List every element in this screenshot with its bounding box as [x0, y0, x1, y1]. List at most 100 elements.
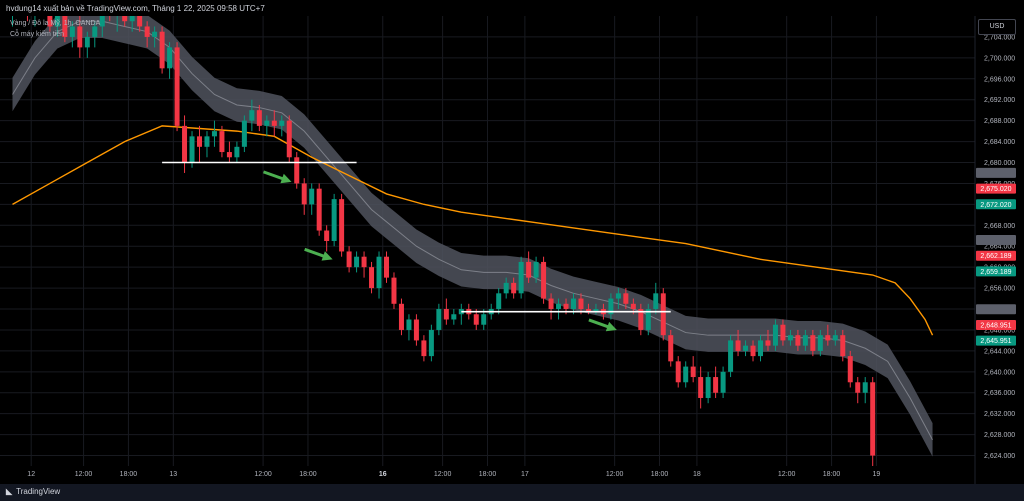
candle-body — [630, 303, 636, 310]
x-tick-label: 17 — [521, 471, 529, 478]
candle-body — [765, 340, 771, 346]
candle-body — [847, 356, 853, 383]
candle-body — [137, 16, 143, 27]
candle-body — [443, 309, 449, 320]
candle-body — [735, 340, 741, 351]
candle-body — [787, 335, 793, 341]
y-tick-label: 2,696.000 — [984, 76, 1015, 83]
candle-body — [451, 314, 457, 320]
candle-body — [563, 303, 569, 310]
candle-body — [346, 251, 352, 268]
price-label-text: 2,675.020 — [980, 186, 1011, 193]
x-tick-label: 12:00 — [254, 471, 272, 478]
candle-body — [758, 340, 763, 357]
tradingview-logo-icon: ◣ — [6, 487, 13, 496]
price-label-box — [976, 183, 1016, 194]
x-tick-label: 12:00 — [778, 471, 796, 478]
candle-body — [750, 345, 756, 357]
candle-body — [152, 31, 158, 37]
candle-body — [675, 361, 681, 383]
candle-body — [855, 382, 861, 393]
price-label-box — [976, 266, 1016, 277]
candle-body — [541, 261, 547, 299]
candle-body — [384, 256, 389, 278]
signal-arrow-shaft — [304, 247, 327, 259]
candle-body — [608, 298, 614, 315]
currency-button[interactable]: USD — [978, 19, 1016, 35]
candle-body — [129, 16, 135, 22]
candle-body — [122, 16, 128, 22]
x-tick-label: 12:00 — [434, 471, 452, 478]
candle-body — [705, 377, 711, 398]
candle-body — [406, 319, 412, 330]
candle-body — [518, 261, 524, 294]
candle-body — [743, 345, 749, 351]
candle-body — [361, 256, 367, 268]
candle-body — [354, 256, 360, 268]
y-tick-label: 2,624.000 — [984, 453, 1015, 460]
y-tick-label: 2,640.000 — [984, 369, 1015, 376]
x-tick-label: 18:00 — [479, 471, 497, 478]
signal-arrow-head — [605, 321, 617, 332]
candle-body — [309, 188, 315, 205]
symbol-legend: Vàng / Đô la Mỹ, 1h, OANDA — [10, 20, 101, 27]
candle-body — [279, 120, 285, 126]
candle-body — [226, 152, 232, 158]
x-tick-label: 12 — [27, 471, 35, 478]
candle-body — [174, 47, 180, 126]
candle-body — [211, 131, 217, 137]
y-tick-label: 2,628.000 — [984, 432, 1015, 439]
candle-body — [593, 309, 599, 312]
candle-body — [795, 335, 801, 346]
candle-body — [271, 120, 277, 126]
candle-body — [339, 199, 345, 252]
candle-body — [92, 26, 98, 37]
signal-arrow-shaft — [262, 170, 286, 181]
candle-body — [481, 314, 487, 325]
footer-bar: ◣ TradingView — [0, 484, 1024, 501]
price-label-text: 2,659.189 — [980, 269, 1011, 276]
candle-body — [436, 309, 442, 330]
candle-body — [832, 335, 838, 341]
signal-arrow-shaft — [588, 318, 611, 329]
x-tick-label: 18:00 — [299, 471, 317, 478]
candle-body — [84, 36, 90, 48]
price-label-text: 2,672.020 — [980, 202, 1011, 209]
band-fill — [12, 16, 933, 457]
y-tick-label: 2,680.000 — [984, 160, 1015, 167]
candle-body — [645, 309, 651, 330]
candle-body — [324, 230, 330, 241]
candle-body — [234, 146, 240, 158]
tradingview-brand[interactable]: ◣ TradingView — [6, 487, 60, 496]
signal-arrow-head — [280, 173, 292, 184]
price-chart[interactable]: 2,704.000 2,700.000 2,696.000 2,692.000 2,68… — [0, 0, 1024, 484]
candle-body — [144, 26, 150, 37]
price-label-box — [976, 167, 1016, 178]
candle-body — [585, 309, 591, 312]
y-tick-label: 2,684.000 — [984, 139, 1015, 146]
candle-body — [526, 261, 532, 278]
candle-body — [301, 183, 307, 205]
x-tick-label: 13 — [169, 471, 177, 478]
candle-body — [204, 136, 210, 147]
candle-body — [99, 16, 105, 27]
candle-body — [578, 298, 584, 310]
candle-body — [496, 293, 502, 310]
y-tick-label: 2,636.000 — [984, 390, 1015, 397]
candle-body — [167, 47, 173, 69]
price-label-box — [976, 335, 1016, 346]
x-tick-label: 16 — [379, 471, 387, 478]
y-tick-label: 2,688.000 — [984, 118, 1015, 125]
candle-body — [264, 120, 270, 126]
candle-body — [810, 335, 816, 351]
candle-body — [840, 335, 846, 357]
candle-body — [219, 131, 225, 153]
indicator-legend: Cỗ máy kiếm tiền — [10, 31, 65, 38]
candle-body — [728, 340, 734, 372]
candle-body — [713, 377, 719, 393]
candle-body — [772, 324, 778, 346]
price-label-text: 2,645.951 — [980, 338, 1011, 345]
candle-body — [720, 371, 726, 393]
candle-body — [690, 366, 696, 378]
candle-body — [503, 282, 509, 294]
